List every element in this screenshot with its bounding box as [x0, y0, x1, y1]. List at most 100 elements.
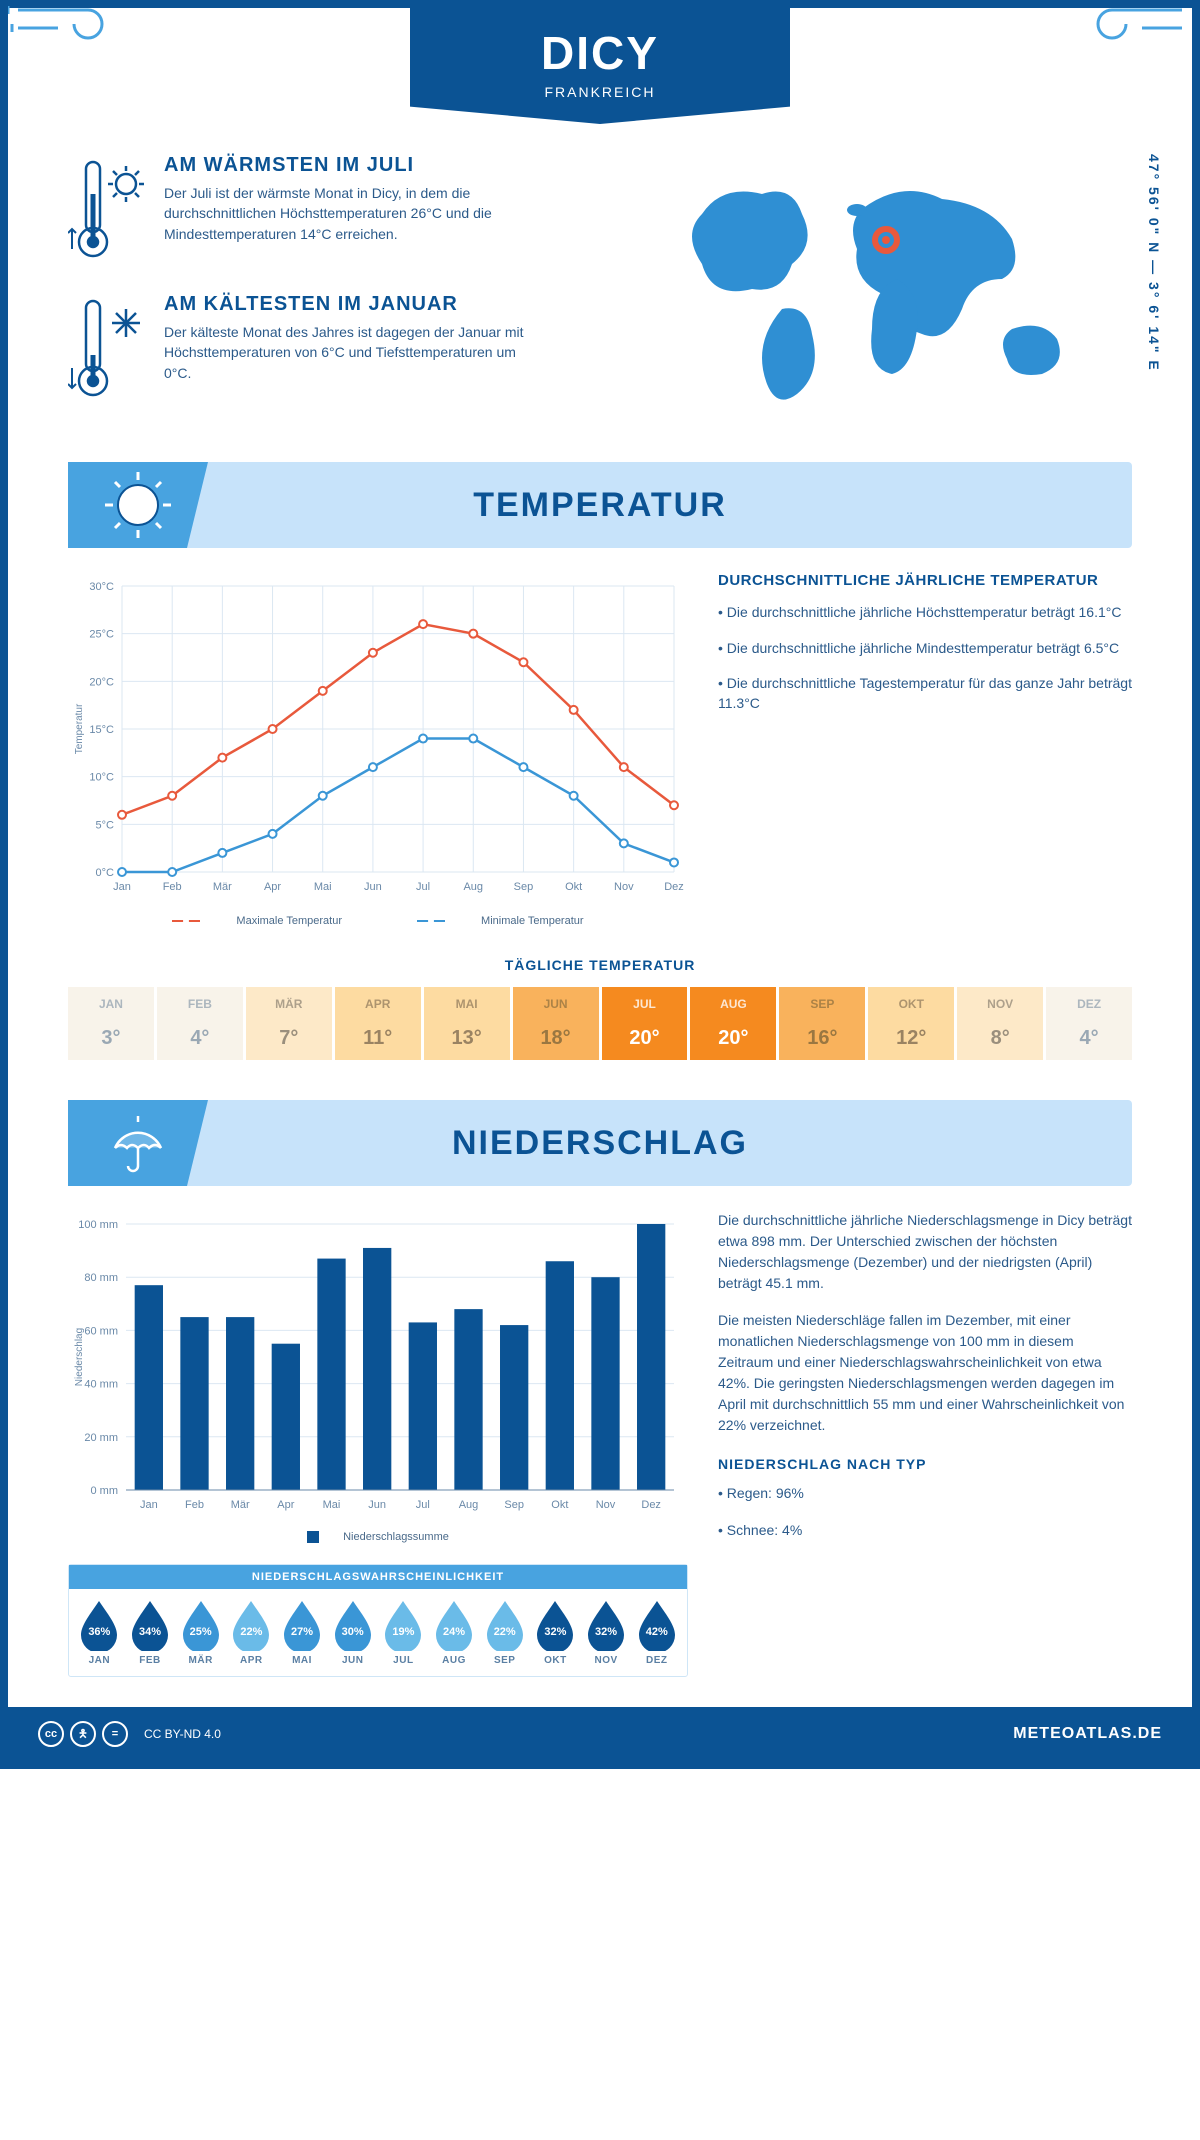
- svg-text:Apr: Apr: [277, 1499, 294, 1511]
- svg-text:25°C: 25°C: [89, 629, 114, 641]
- svg-text:Okt: Okt: [565, 881, 582, 893]
- svg-text:Niederschlag: Niederschlag: [74, 1328, 85, 1386]
- warm-title: AM WÄRMSTEN IM JULI: [164, 154, 544, 177]
- sun-icon: [103, 470, 173, 540]
- prob-drop: 22%SEP: [480, 1599, 529, 1666]
- svg-text:Mär: Mär: [213, 881, 232, 893]
- by-icon: 🯅: [70, 1721, 96, 1747]
- daily-cell: FEB4°: [157, 987, 243, 1060]
- precip-type-1: • Schnee: 4%: [718, 1520, 1132, 1541]
- section-precipitation: NIEDERSCHLAG: [68, 1100, 1132, 1186]
- svg-text:15°C: 15°C: [89, 724, 114, 736]
- svg-text:20 mm: 20 mm: [84, 1432, 118, 1444]
- svg-text:Aug: Aug: [463, 881, 483, 893]
- temp-info-title: DURCHSCHNITTLICHE JÄHRLICHE TEMPERATUR: [718, 572, 1132, 589]
- prob-drop: 22%APR: [227, 1599, 276, 1666]
- svg-text:Mai: Mai: [314, 881, 332, 893]
- daily-cell: NOV8°: [957, 987, 1043, 1060]
- precip-type-title: NIEDERSCHLAG NACH TYP: [718, 1454, 1132, 1475]
- wind-icon: [1072, 0, 1192, 52]
- svg-text:Jun: Jun: [368, 1499, 386, 1511]
- svg-text:Jul: Jul: [416, 881, 430, 893]
- svg-text:Jan: Jan: [113, 881, 131, 893]
- brand-name: METEOATLAS.DE: [1013, 1725, 1162, 1743]
- cold-text: Der kälteste Monat des Jahres ist dagege…: [164, 322, 544, 383]
- svg-text:5°C: 5°C: [96, 819, 115, 831]
- thermometer-cold-icon: [68, 293, 148, 403]
- svg-text:20°C: 20°C: [89, 676, 114, 688]
- daily-cell: APR11°: [335, 987, 421, 1060]
- daily-temp-title: TÄGLICHE TEMPERATUR: [68, 957, 1132, 973]
- svg-text:Sep: Sep: [514, 881, 534, 893]
- city-name: DICY: [410, 26, 790, 80]
- daily-cell: OKT12°: [868, 987, 954, 1060]
- section-temperature: TEMPERATUR: [68, 462, 1132, 548]
- svg-text:Temperatur: Temperatur: [74, 703, 85, 754]
- daily-cell: MÄR7°: [246, 987, 332, 1060]
- daily-cell: SEP16°: [779, 987, 865, 1060]
- daily-cell: JAN3°: [68, 987, 154, 1060]
- warm-text: Der Juli ist der wärmste Monat in Dicy, …: [164, 183, 544, 244]
- prob-drop: 27%MAI: [278, 1599, 327, 1666]
- cold-title: AM KÄLTESTEN IM JANUAR: [164, 293, 544, 316]
- svg-text:100 mm: 100 mm: [78, 1219, 118, 1231]
- svg-text:Dez: Dez: [664, 881, 684, 893]
- svg-text:Jul: Jul: [416, 1499, 430, 1511]
- svg-text:Aug: Aug: [459, 1499, 479, 1511]
- temp-info-0: • Die durchschnittliche jährliche Höchst…: [718, 603, 1132, 623]
- svg-text:Jan: Jan: [140, 1499, 158, 1511]
- header-banner: DICY FRANKREICH: [410, 8, 790, 124]
- thermometer-hot-icon: [68, 154, 148, 264]
- svg-text:80 mm: 80 mm: [84, 1272, 118, 1284]
- country-name: FRANKREICH: [410, 84, 790, 100]
- precipitation-probability: NIEDERSCHLAGSWAHRSCHEINLICHKEIT 36%JAN34…: [68, 1564, 688, 1677]
- svg-text:Feb: Feb: [163, 881, 182, 893]
- prob-drop: 36%JAN: [75, 1599, 124, 1666]
- svg-text:Sep: Sep: [504, 1499, 524, 1511]
- cc-icon: cc: [38, 1721, 64, 1747]
- prob-drop: 32%OKT: [531, 1599, 580, 1666]
- svg-text:Nov: Nov: [614, 881, 634, 893]
- prob-drop: 24%AUG: [430, 1599, 479, 1666]
- svg-text:Nov: Nov: [596, 1499, 616, 1511]
- svg-text:Mär: Mär: [231, 1499, 250, 1511]
- precipitation-chart: 0 mm 20 mm 40 mm 60 mm 80 mm 100 mm Niederschl…: [68, 1210, 688, 1546]
- svg-text:0 mm: 0 mm: [91, 1485, 119, 1497]
- svg-text:60 mm: 60 mm: [84, 1325, 118, 1337]
- svg-text:0°C: 0°C: [96, 867, 115, 879]
- svg-text:Apr: Apr: [264, 881, 281, 893]
- prob-drop: 42%DEZ: [632, 1599, 681, 1666]
- svg-text:Feb: Feb: [185, 1499, 204, 1511]
- wind-icon: [8, 0, 128, 52]
- world-map: 47° 56' 0" N — 3° 6' 14" E: [672, 154, 1132, 424]
- license-text: CC BY-ND 4.0: [144, 1727, 221, 1741]
- precip-p1: Die durchschnittliche jährliche Niedersc…: [718, 1210, 1132, 1294]
- temp-info-2: • Die durchschnittliche Tagestemperatur …: [718, 674, 1132, 713]
- warmest-summary: AM WÄRMSTEN IM JULI Der Juli ist der wär…: [68, 154, 642, 269]
- precip-type-0: • Regen: 96%: [718, 1483, 1132, 1504]
- coldest-summary: AM KÄLTESTEN IM JANUAR Der kälteste Mona…: [68, 293, 642, 408]
- daily-cell: DEZ4°: [1046, 987, 1132, 1060]
- daily-cell: JUL20°: [602, 987, 688, 1060]
- svg-text:30°C: 30°C: [89, 581, 114, 593]
- svg-text:Jun: Jun: [364, 881, 382, 893]
- daily-cell: AUG20°: [690, 987, 776, 1060]
- umbrella-icon: [103, 1108, 173, 1178]
- svg-text:10°C: 10°C: [89, 772, 114, 784]
- svg-text:Mai: Mai: [323, 1499, 341, 1511]
- nd-icon: =: [102, 1721, 128, 1747]
- prob-drop: 25%MÄR: [176, 1599, 225, 1666]
- daily-temp-grid: JAN3°FEB4°MÄR7°APR11°MAI13°JUN18°JUL20°A…: [68, 987, 1132, 1060]
- footer: cc 🯅 = CC BY-ND 4.0 METEOATLAS.DE: [8, 1707, 1192, 1761]
- prob-drop: 32%NOV: [582, 1599, 631, 1666]
- temp-info-1: • Die durchschnittliche jährliche Mindes…: [718, 639, 1132, 659]
- precip-p2: Die meisten Niederschläge fallen im Deze…: [718, 1310, 1132, 1436]
- coordinates: 47° 56' 0" N — 3° 6' 14" E: [1146, 154, 1162, 372]
- daily-cell: MAI13°: [424, 987, 510, 1060]
- svg-text:40 mm: 40 mm: [84, 1379, 118, 1391]
- prob-drop: 30%JUN: [328, 1599, 377, 1666]
- prob-drop: 34%FEB: [126, 1599, 175, 1666]
- daily-cell: JUN18°: [513, 987, 599, 1060]
- svg-text:Okt: Okt: [551, 1499, 568, 1511]
- prob-drop: 19%JUL: [379, 1599, 428, 1666]
